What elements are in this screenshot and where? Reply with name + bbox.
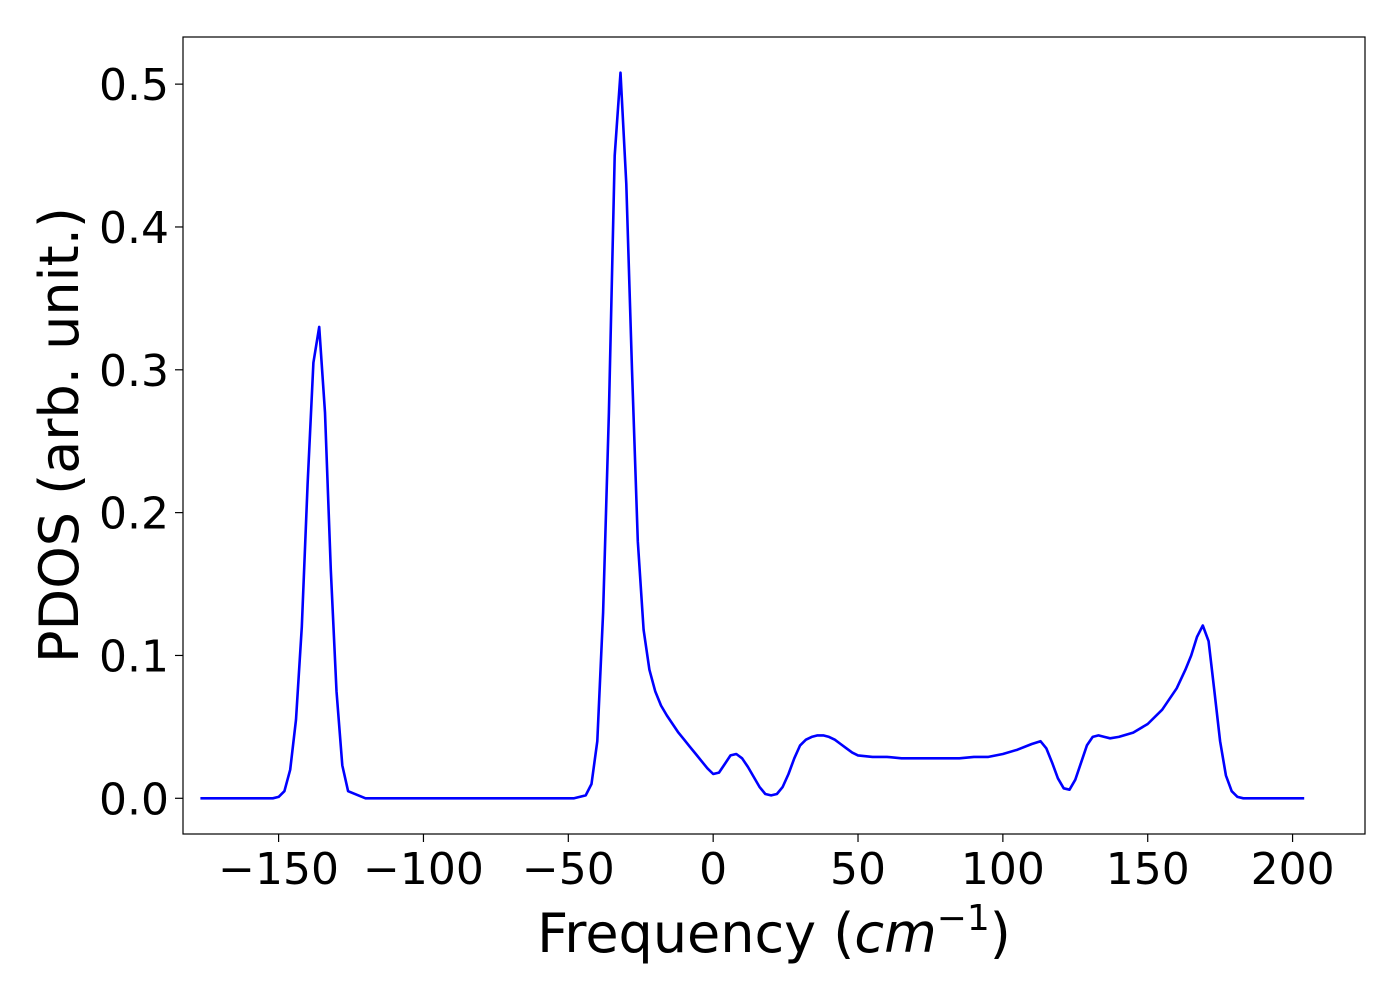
x-tick-label: −100 <box>363 844 484 895</box>
y-tick-label: 0.2 <box>99 489 169 540</box>
y-tick-label: 0.1 <box>99 631 169 682</box>
y-tick-label: 0.0 <box>99 774 169 825</box>
x-tick-label: 200 <box>1251 844 1335 895</box>
plot-area <box>182 36 1366 835</box>
y-axis-title: PDOS (arb. unit.) <box>28 207 91 663</box>
x-tick-label: 50 <box>830 844 886 895</box>
x-axis-ticks: −150 −100 −50 0 50 100 150 200 <box>218 834 1335 895</box>
y-axis-ticks: 0.0 0.1 0.2 0.3 0.4 0.5 <box>99 60 183 825</box>
y-tick-label: 0.5 <box>99 60 169 111</box>
x-tick-label: −150 <box>218 844 339 895</box>
y-tick-label: 0.4 <box>99 203 169 254</box>
x-tick-label: 0 <box>699 844 727 895</box>
pdos-series-line <box>200 71 1305 800</box>
x-tick-label: 100 <box>961 844 1045 895</box>
y-tick-label: 0.3 <box>99 346 169 397</box>
x-tick-label: 150 <box>1106 844 1190 895</box>
x-axis-title: Frequency (cm−1) <box>537 898 1011 965</box>
x-tick-label: −50 <box>522 844 615 895</box>
